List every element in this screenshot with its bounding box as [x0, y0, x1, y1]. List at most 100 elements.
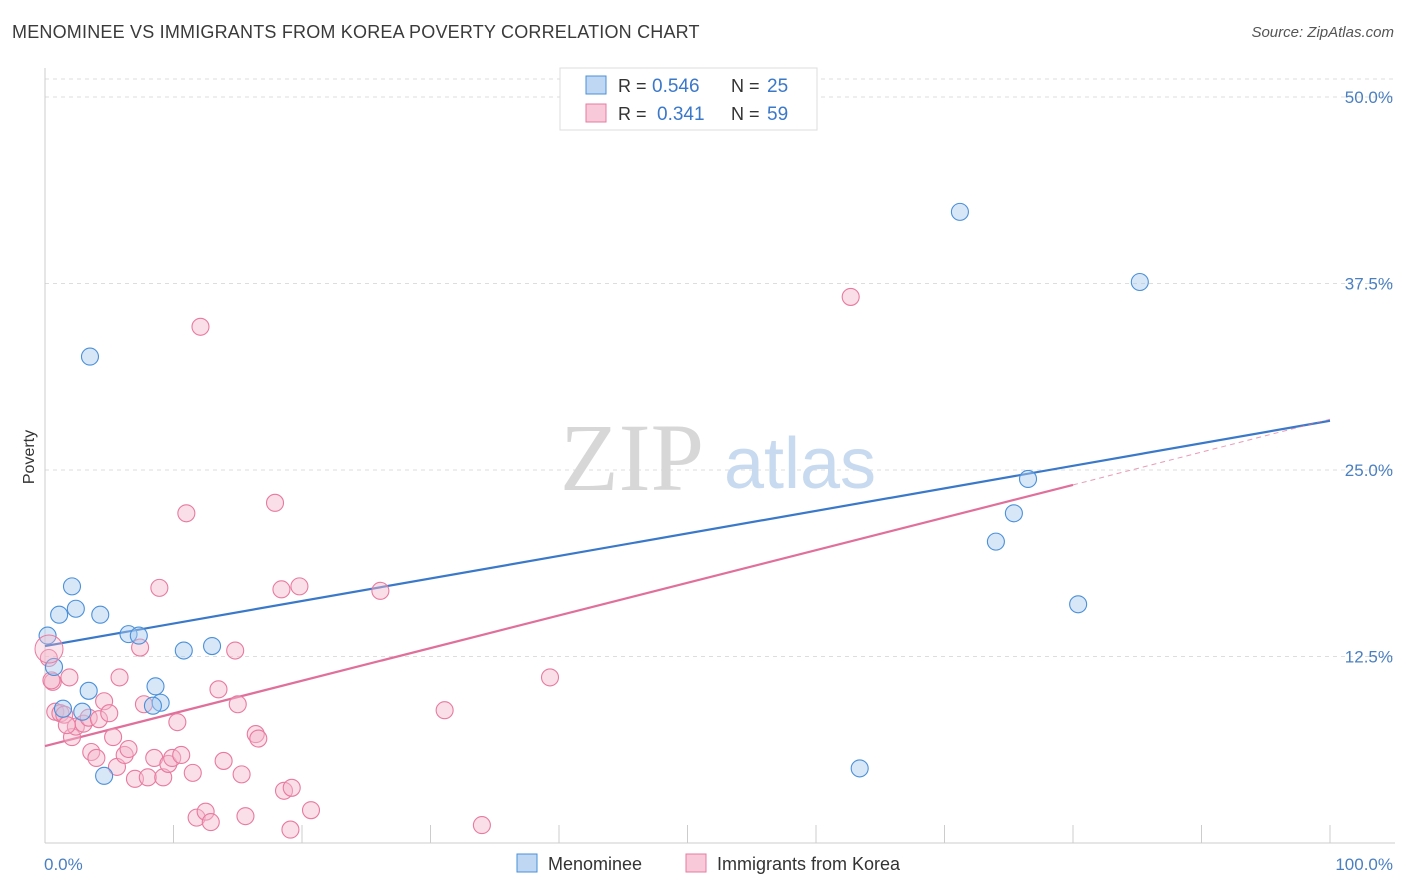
point-pink-18: [119, 739, 138, 759]
point-pink-large: [34, 634, 64, 664]
trendline-pink: [44, 483, 1074, 748]
legend-r-label-2: R =: [618, 104, 647, 124]
point-pink-47: [282, 778, 301, 797]
point-pink-16: [110, 668, 129, 687]
bottom-legend-label-menominee: Menominee: [548, 854, 642, 874]
bottom-legend-swatch-menominee: [516, 853, 538, 873]
top-legend: R = 0.546 N = 25 R = 0.341 N = 59: [559, 67, 818, 131]
point-blue-10: [95, 766, 114, 785]
source-label: Source: ZipAtlas.com: [1251, 24, 1394, 41]
legend-n-label-2: N =: [731, 104, 760, 124]
chart-title: MENOMINEE VS IMMIGRANTS FROM KOREA POVER…: [12, 22, 700, 42]
point-blue-9: [91, 605, 110, 624]
point-pink-58: [172, 745, 191, 765]
point-pink-36: [214, 751, 233, 770]
point-pink-24: [150, 578, 169, 597]
point-pink-48: [290, 577, 309, 596]
point-pink-49: [301, 801, 321, 820]
point-pink-39: [232, 765, 251, 784]
point-pink-12: [95, 692, 114, 711]
point-blue-12: [129, 626, 148, 645]
grid: [45, 78, 1395, 657]
legend-n-value-1: 25: [767, 76, 788, 97]
trendline-ext-pink: [1072, 418, 1331, 486]
legend-r-value-2: 0.341: [657, 104, 705, 125]
point-blue-21: [1004, 504, 1023, 523]
point-blue-5: [80, 347, 100, 366]
point-blue-2: [50, 605, 69, 624]
y-axis-label: Poverty: [21, 430, 38, 484]
watermark-zip: ZIP: [560, 404, 704, 511]
bottom-legend: Menominee Immigrants from Korea: [516, 853, 901, 874]
legend-n-value-2: 59: [767, 104, 788, 125]
point-pink-31: [187, 808, 206, 827]
axes: [44, 68, 1395, 844]
point-pink-11: [89, 710, 109, 729]
trendline-blue: [44, 419, 1331, 648]
point-blue-8: [73, 702, 92, 721]
y-tick-labels: 12.5% 25.0% 37.5% 50.0%: [1345, 88, 1393, 667]
point-pink-54: [841, 287, 860, 306]
point-blue-20: [986, 532, 1005, 551]
legend-n-label-1: N =: [731, 76, 760, 96]
point-blue-23: [1069, 595, 1088, 614]
point-pink-5: [60, 668, 79, 687]
y-tick-label-1: 25.0%: [1345, 461, 1393, 480]
legend-swatch-korea: [585, 103, 607, 123]
point-pink-13: [100, 704, 119, 723]
point-blue-19: [950, 202, 969, 221]
point-pink-29: [177, 504, 196, 523]
point-blue-15: [143, 696, 162, 715]
points: [34, 202, 1149, 839]
point-blue-0: [38, 626, 57, 645]
point-pink-42: [249, 729, 268, 748]
point-pink-37: [226, 641, 245, 660]
y-tick-label-0: 12.5%: [1345, 648, 1393, 667]
point-blue-7: [53, 699, 73, 718]
point-pink-56: [57, 716, 76, 735]
point-pink-30: [183, 763, 202, 782]
x-tick-label-1: 100.0%: [1335, 855, 1393, 874]
point-pink-33: [196, 802, 215, 821]
point-pink-28: [168, 713, 187, 732]
point-blue-18: [850, 759, 869, 778]
point-pink-22: [138, 768, 157, 787]
point-pink-10: [82, 742, 101, 762]
point-blue-6: [79, 681, 98, 700]
point-blue-17: [203, 637, 222, 656]
point-pink-14: [104, 728, 123, 747]
y-tick-label-3: 50.0%: [1345, 88, 1393, 107]
x-tick-label-0: 0.0%: [44, 855, 83, 874]
legend-r-label-1: R =: [618, 76, 647, 96]
point-blue-13: [146, 677, 165, 696]
point-pink-53: [540, 668, 560, 687]
point-pink-55: [42, 671, 61, 690]
point-blue-4: [66, 599, 85, 618]
point-pink-52: [472, 816, 491, 835]
watermark: ZIP atlas: [560, 404, 876, 511]
point-pink-57: [87, 748, 106, 768]
x-tick-labels: 0.0% 100.0%: [44, 855, 1393, 874]
point-pink-51: [435, 701, 454, 720]
y-tick-label-2: 37.5%: [1345, 275, 1393, 294]
point-pink-35: [209, 680, 228, 699]
legend-swatch-menominee: [585, 75, 607, 95]
point-pink-25: [154, 768, 173, 787]
point-pink-4: [55, 705, 74, 724]
point-pink-46: [281, 820, 300, 839]
point-pink-44: [272, 580, 291, 599]
point-pink-38: [228, 695, 247, 714]
point-blue-3: [62, 577, 82, 596]
point-blue-22: [1018, 469, 1038, 489]
point-pink-43: [265, 493, 285, 512]
watermark-atlas: atlas: [724, 424, 876, 504]
legend-r-value-1: 0.546: [652, 76, 700, 97]
point-pink-40: [236, 807, 255, 826]
bottom-legend-label-korea: Immigrants from Korea: [717, 854, 901, 874]
trendlines: [44, 418, 1331, 748]
point-pink-6: [62, 728, 82, 747]
point-blue-24: [1130, 272, 1149, 292]
point-pink-34: [201, 813, 220, 832]
point-pink-50: [371, 581, 390, 600]
